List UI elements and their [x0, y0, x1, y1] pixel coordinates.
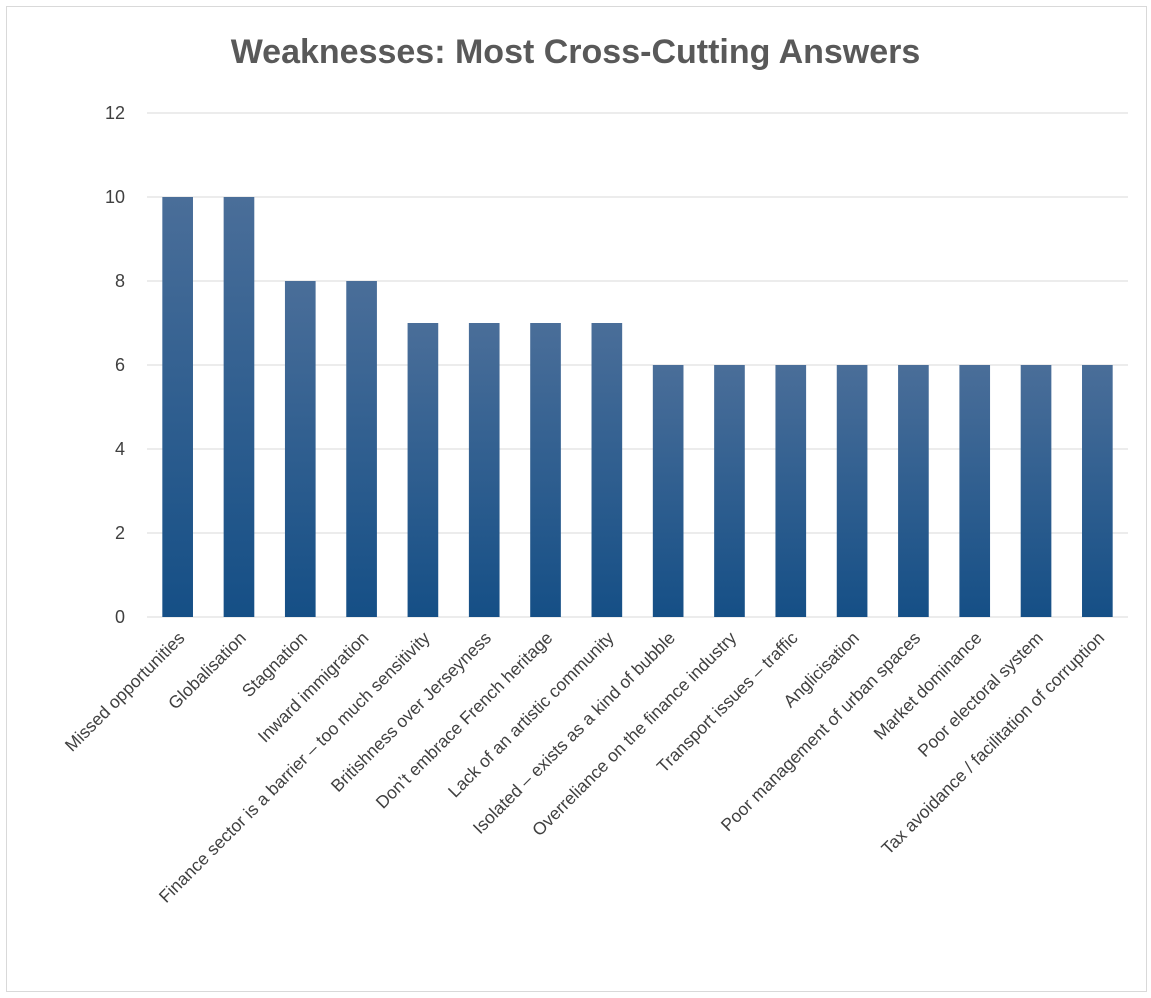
bar-14: [959, 365, 991, 617]
bar-2: [223, 197, 255, 617]
bar-4: [346, 281, 377, 617]
bar-9: [652, 365, 684, 617]
bar-10: [714, 365, 745, 617]
x-tick-label-4: Inward immigration: [254, 628, 373, 747]
y-axis-ticks: 0 2 4 6 8 10 12: [105, 103, 125, 627]
y-tick-label-0: 0: [115, 607, 125, 627]
bar-16: [1082, 365, 1113, 617]
bar-3: [284, 281, 316, 617]
bar-1: [162, 197, 193, 617]
bar-11: [775, 365, 807, 617]
bar-13: [898, 365, 929, 617]
x-tick-label-16: Tax avoidance / facilitation of corrupti…: [877, 628, 1108, 859]
bar-5: [407, 323, 439, 617]
bar-15: [1020, 365, 1052, 617]
chart-title: Weaknesses: Most Cross-Cutting Answers: [230, 33, 921, 71]
bar-6: [468, 323, 500, 617]
y-tick-label-8: 8: [115, 271, 125, 291]
x-tick-label-1: Missed opportunities: [61, 628, 189, 756]
bar-8: [591, 323, 623, 617]
y-tick-label-2: 2: [115, 523, 125, 543]
y-tick-label-10: 10: [105, 187, 125, 207]
y-tick-label-12: 12: [105, 103, 125, 123]
x-tick-label-14: Market dominance: [870, 628, 986, 744]
y-tick-label-4: 4: [115, 439, 125, 459]
bar-7: [530, 323, 561, 617]
x-axis-labels: Missed opportunitiesGlobalisationStagnat…: [61, 628, 1108, 907]
bar-12: [836, 365, 868, 617]
bars: [162, 197, 1113, 617]
chart-area: [6, 6, 1147, 992]
y-tick-label-6: 6: [115, 355, 125, 375]
